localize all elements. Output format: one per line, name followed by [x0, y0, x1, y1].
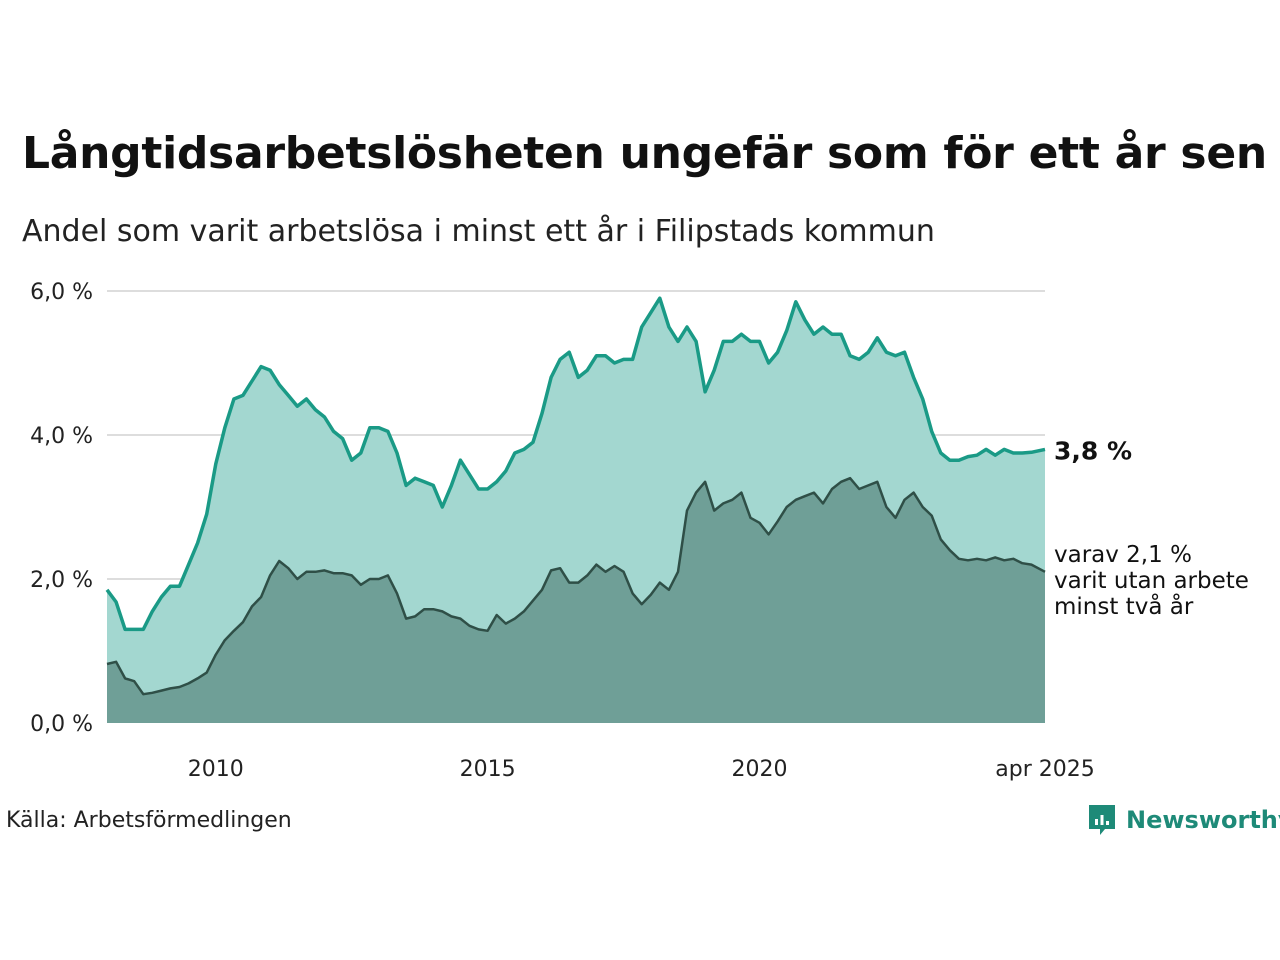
y-tick-label: 4,0 %: [30, 424, 93, 449]
y-tick-label: 0,0 %: [30, 712, 93, 737]
x-tick-label: 2015: [460, 757, 516, 782]
x-tick-label: apr 2025: [995, 757, 1094, 782]
sub-series-line: [106, 476, 1046, 696]
x-axis-ticks: 2010 2015 2020 apr 2025: [188, 757, 1095, 782]
sub-series-area: [107, 478, 1045, 723]
x-tick-label: 2020: [732, 757, 788, 782]
end-label-sub: varit utan arbete: [1054, 568, 1249, 594]
y-tick-label: 2,0 %: [30, 568, 93, 593]
newsworthy-logo-icon: [1089, 805, 1115, 835]
total-series-line: [105, 296, 1046, 632]
end-label-sub: minst två år: [1054, 592, 1194, 620]
chart-areas: [105, 296, 1046, 723]
end-label-total: 3,8 %: [1054, 436, 1132, 465]
y-axis-ticks: 0,0 % 2,0 % 4,0 % 6,0 %: [30, 280, 93, 737]
total-series-area: [107, 298, 1045, 723]
chart-subtitle: Andel som varit arbetslösa i minst ett å…: [22, 214, 935, 249]
source-note: Källa: Arbetsförmedlingen: [6, 808, 292, 833]
end-label-sub: varav 2,1 %: [1054, 542, 1192, 568]
y-tick-label: 6,0 %: [30, 280, 93, 305]
x-tick-label: 2010: [188, 757, 244, 782]
chart-title: Långtidsarbetslösheten ungefär som för e…: [22, 128, 1267, 179]
grid-lines: [107, 290, 1045, 580]
brand-name: Newsworthy: [1126, 806, 1280, 834]
brand-logo: Newsworthy: [1086, 802, 1280, 838]
